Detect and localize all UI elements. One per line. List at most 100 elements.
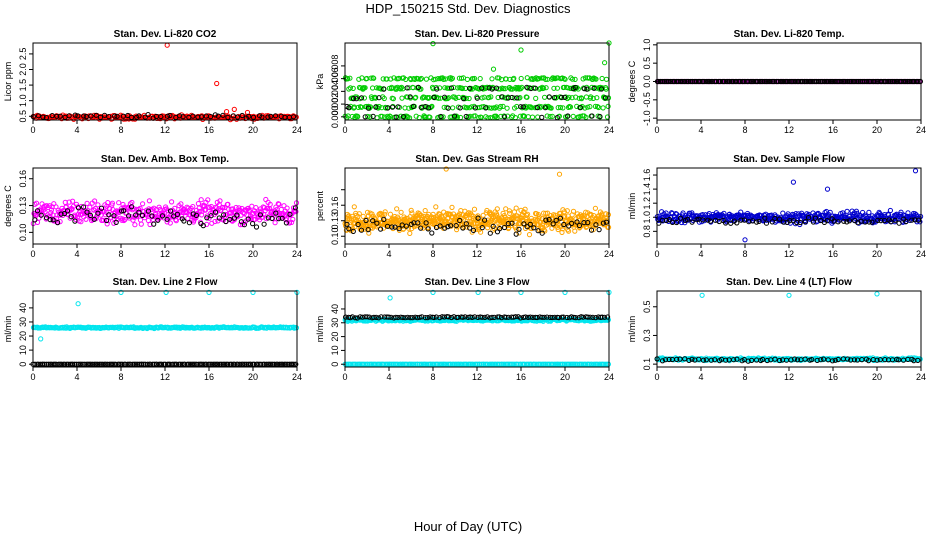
- panel-title: Stan. Dev. Li-820 CO2: [114, 29, 217, 40]
- x-tick-label: 12: [784, 249, 794, 259]
- data-point: [594, 95, 600, 101]
- data-point: [600, 105, 606, 111]
- data-point: [358, 95, 365, 101]
- y-tick-label: 0.16: [330, 196, 340, 214]
- data-point: [396, 226, 402, 232]
- data-point: [249, 203, 255, 209]
- data-point: [549, 113, 555, 120]
- y-tick-label: 30: [330, 318, 340, 328]
- outlier-point: [786, 292, 792, 298]
- figure-title: HDP_150215 Std. Dev. Diagnostics: [366, 1, 571, 16]
- x-tick-label: 16: [204, 125, 214, 135]
- outlier-point: [874, 291, 880, 297]
- data-point: [555, 105, 561, 111]
- data-point: [399, 95, 405, 101]
- data-point: [88, 361, 94, 367]
- data-point: [119, 208, 125, 214]
- data-point: [393, 114, 399, 120]
- data-point: [423, 220, 429, 226]
- data-point: [555, 224, 561, 230]
- data-point: [101, 217, 107, 223]
- data-point: [398, 113, 404, 119]
- data-point: [373, 95, 379, 101]
- data-point: [560, 105, 566, 111]
- y-axis-label: Licor ppm: [3, 62, 13, 102]
- data-point: [57, 113, 63, 119]
- data-point: [263, 361, 269, 367]
- data-point: [680, 210, 686, 216]
- x-axis-label: Hour of Day (UTC): [414, 519, 522, 534]
- data-point: [162, 361, 168, 367]
- data-point: [590, 95, 596, 102]
- data-point: [738, 217, 744, 223]
- data-point: [554, 85, 561, 91]
- data-point: [276, 361, 283, 367]
- x-tick-label: 0: [342, 372, 347, 382]
- outlier-point: [602, 60, 608, 66]
- data-point: [869, 213, 875, 219]
- y-tick-label: 0.1: [642, 358, 652, 371]
- data-point: [385, 105, 391, 111]
- data-point: [572, 76, 578, 83]
- x-tick-label: 8: [118, 125, 123, 135]
- data-point: [159, 361, 165, 367]
- data-point: [707, 218, 714, 224]
- data-point: [482, 217, 488, 223]
- y-tick-label: 0.006: [330, 67, 340, 90]
- outlier-point: [742, 237, 748, 243]
- data-point: [114, 113, 120, 119]
- data-point: [682, 78, 688, 85]
- data-point: [111, 213, 117, 219]
- data-point: [133, 212, 139, 218]
- data-point: [763, 220, 770, 226]
- panel-title: Stan. Dev. Line 2 Flow: [113, 277, 218, 288]
- data-point: [591, 85, 597, 91]
- data-point: [513, 231, 519, 237]
- data-point: [382, 209, 388, 215]
- x-tick-label: 12: [160, 372, 170, 382]
- y-tick-label: 1.6: [642, 169, 652, 182]
- data-point: [494, 206, 500, 212]
- data-point: [250, 114, 257, 120]
- data-point: [572, 84, 578, 91]
- data-point: [394, 206, 400, 212]
- data-point: [179, 213, 185, 219]
- data-point: [498, 103, 504, 110]
- data-point: [602, 95, 609, 101]
- data-point: [410, 103, 416, 110]
- data-point: [518, 75, 524, 82]
- data-point: [700, 217, 706, 223]
- data-point: [756, 218, 762, 224]
- data-point: [517, 95, 523, 101]
- data-point: [389, 104, 396, 110]
- data-point: [418, 225, 424, 231]
- data-point: [355, 114, 361, 120]
- data-point: [87, 212, 94, 218]
- data-point: [574, 219, 580, 225]
- data-point: [903, 218, 909, 225]
- x-tick-label: 8: [742, 249, 747, 259]
- data-point: [569, 220, 575, 226]
- data-point: [381, 86, 387, 92]
- y-tick-label: -1.0: [642, 110, 652, 126]
- data-point: [272, 220, 278, 226]
- data-point: [70, 361, 76, 367]
- data-point: [64, 208, 71, 214]
- data-point: [478, 229, 484, 235]
- data-point: [98, 361, 104, 367]
- data-point: [158, 113, 164, 120]
- data-point: [584, 86, 590, 92]
- y-tick-label: 0.10: [18, 224, 28, 242]
- data-point: [102, 212, 109, 218]
- data-point: [202, 207, 208, 213]
- data-point: [457, 217, 463, 224]
- data-point: [174, 211, 180, 217]
- data-point: [212, 361, 218, 367]
- outlier-point: [430, 41, 436, 47]
- data-point: [283, 220, 289, 226]
- data-point: [689, 219, 695, 225]
- data-point: [566, 228, 572, 234]
- data-point: [361, 95, 367, 101]
